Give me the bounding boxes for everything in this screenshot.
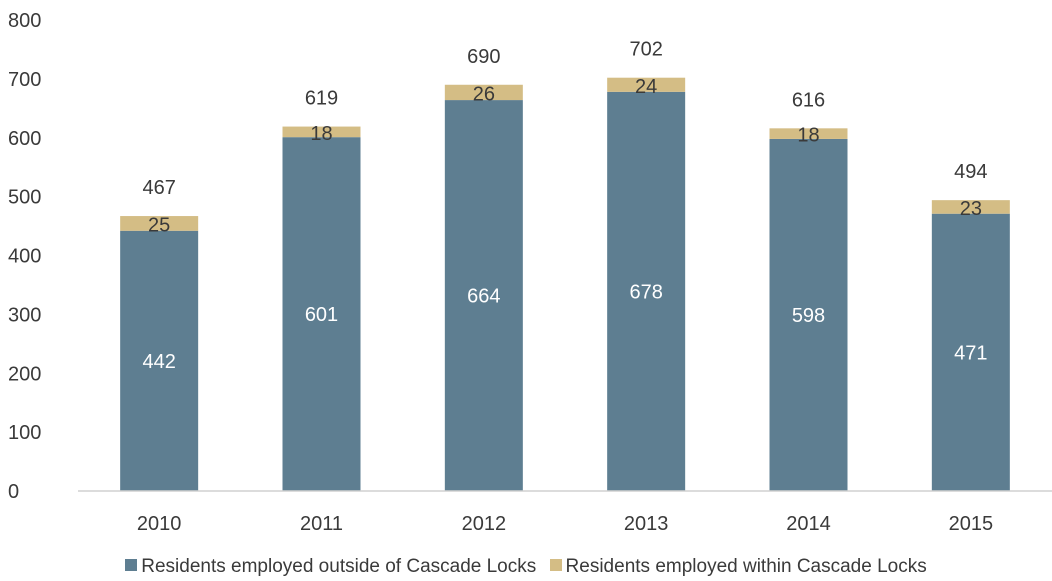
legend-swatch-within — [549, 558, 562, 571]
data-label-outside: 678 — [629, 281, 662, 303]
x-tick-label: 2012 — [462, 513, 507, 535]
data-labels: 442 25 467 601 18 619 664 26 690 678 24 702 598 18 616… — [142, 39, 987, 373]
x-tick-label: 2014 — [786, 513, 831, 535]
data-label-outside: 664 — [467, 286, 500, 308]
data-label-total: 690 — [467, 46, 500, 68]
bar-within-2011 — [282, 126, 361, 138]
data-label-outside: 598 — [792, 305, 825, 327]
y-tick-label: 800 — [8, 10, 41, 32]
y-tick-label: 500 — [8, 187, 41, 209]
y-axis-tick-labels: 0 100 200 300 400 500 600 700 800 — [8, 10, 41, 503]
y-tick-label: 700 — [8, 69, 41, 91]
data-label-total: 494 — [954, 161, 987, 183]
data-label-total: 467 — [142, 177, 175, 199]
x-tick-label: 2015 — [949, 513, 994, 535]
bar-within-2015 — [931, 200, 1010, 214]
data-label-within: 18 — [310, 123, 332, 145]
y-tick-label: 100 — [8, 422, 41, 444]
data-label-total: 616 — [792, 89, 825, 111]
y-tick-label: 300 — [8, 304, 41, 326]
legend-swatch-outside — [125, 558, 138, 571]
data-label-total: 619 — [305, 88, 338, 110]
bar-within-2010 — [120, 216, 199, 231]
data-label-within: 26 — [473, 83, 495, 105]
bar-within-2013 — [607, 77, 686, 92]
legend-item-within: Residents employed within Cascade Locks — [549, 556, 927, 578]
data-label-outside: 471 — [954, 342, 987, 364]
y-tick-label: 0 — [8, 481, 19, 503]
bars — [120, 77, 1010, 492]
data-label-outside: 601 — [305, 304, 338, 326]
y-tick-label: 400 — [8, 246, 41, 268]
x-tick-label: 2011 — [300, 513, 343, 535]
y-tick-label: 200 — [8, 363, 41, 385]
x-axis-tick-labels: 2010 2011 2012 2013 2014 2015 — [137, 513, 993, 535]
data-label-outside: 442 — [142, 351, 175, 373]
data-label-within: 18 — [797, 125, 819, 147]
bar-outside-2013 — [607, 91, 686, 491]
legend-label-within: Residents employed within Cascade Locks — [565, 556, 927, 577]
x-tick-label: 2013 — [624, 513, 669, 535]
data-label-within: 24 — [635, 76, 657, 98]
x-tick-label: 2010 — [137, 513, 182, 535]
bar-within-2014 — [769, 128, 848, 139]
bar-outside-2011 — [282, 137, 361, 491]
bar-outside-2015 — [931, 213, 1010, 492]
data-label-total: 702 — [629, 39, 662, 61]
legend-label-outside: Residents employed outside of Cascade Lo… — [141, 556, 537, 577]
bar-outside-2014 — [769, 138, 848, 492]
legend-item-outside: Residents employed outside of Cascade Lo… — [125, 556, 536, 578]
data-label-within: 23 — [960, 198, 982, 220]
bar-within-2012 — [444, 84, 523, 101]
bar-outside-2012 — [444, 100, 523, 491]
data-label-within: 25 — [148, 214, 170, 236]
y-tick-label: 600 — [8, 128, 41, 150]
legend: Residents employed outside of Cascade Lo… — [0, 556, 1052, 578]
bar-outside-2010 — [120, 230, 199, 491]
